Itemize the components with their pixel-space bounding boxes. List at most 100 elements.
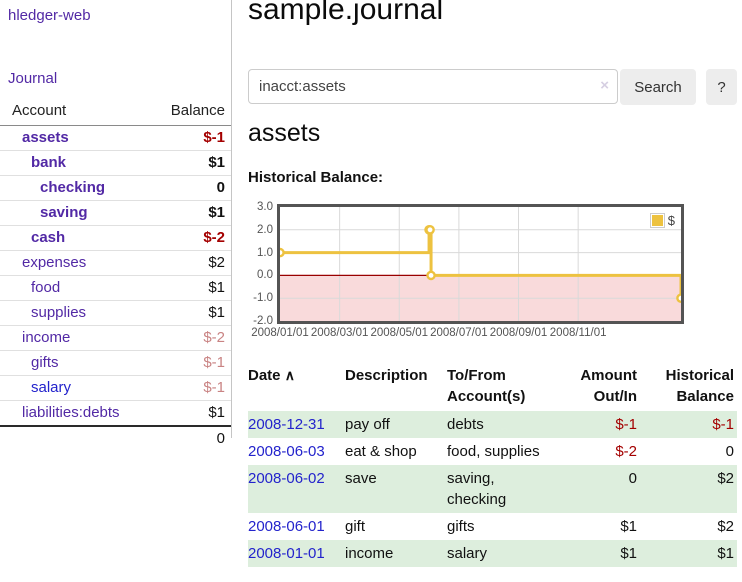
- account-balance: $-2: [153, 325, 231, 351]
- account-row: gifts $-1: [0, 350, 231, 376]
- x-tick-label: 2008/11/01: [549, 327, 607, 339]
- account-link-gifts[interactable]: gifts: [31, 354, 59, 371]
- chart-x-axis: 2008/01/01 2008/03/01 2008/05/01 2008/07/01…: [251, 327, 684, 341]
- nav-journal-link[interactable]: Journal: [8, 70, 58, 87]
- register-description-cell: income: [345, 545, 394, 562]
- transaction-date-link[interactable]: 2008-06-03: [248, 443, 325, 460]
- account-name-cell: liabilities:debts: [0, 400, 154, 427]
- register-description-cell: eat & shop: [345, 443, 417, 460]
- account-link-saving[interactable]: saving: [40, 204, 88, 221]
- legend-swatch-icon: [649, 213, 665, 228]
- register-table: Date ∧ Description To/From Account(s) Am…: [248, 362, 737, 567]
- register-col-date-label: Date: [248, 367, 281, 384]
- account-link-expenses[interactable]: expenses: [22, 254, 87, 271]
- chart-legend: $: [647, 212, 677, 229]
- account-name-cell: gifts: [0, 350, 154, 376]
- transaction-date-link[interactable]: 2008-12-31: [248, 416, 325, 433]
- account-balance: $-1: [153, 350, 231, 376]
- account-name-cell: assets: [0, 125, 154, 151]
- transaction-date-link[interactable]: 2008-01-01: [248, 545, 325, 562]
- account-row: liabilities:debts $1: [0, 400, 231, 427]
- register-col-balance: Historical Balance: [665, 367, 734, 405]
- register-description-cell: pay off: [345, 416, 390, 433]
- account-link-bank[interactable]: bank: [31, 154, 67, 171]
- register-date-cell: 2008-06-03: [248, 438, 345, 465]
- search-input[interactable]: [248, 69, 618, 104]
- app-title-link[interactable]: hledger-web: [8, 7, 91, 24]
- x-tick-label: 2008/07/01: [430, 327, 488, 339]
- account-row: cash $-2: [0, 225, 231, 251]
- account-row: bank $1: [0, 150, 231, 176]
- register-amount-cell: $-2: [615, 443, 637, 460]
- search-button[interactable]: Search: [620, 69, 696, 105]
- account-balance: $1: [153, 150, 231, 176]
- account-balance: $-1: [153, 375, 231, 401]
- y-tick-label: -2.0: [253, 315, 273, 327]
- account-link-checking[interactable]: checking: [40, 179, 106, 196]
- register-accounts-cell: gifts: [447, 518, 475, 535]
- search-form: ×: [248, 69, 618, 104]
- register-row: 2008-12-31 pay off debts $-1 $-1: [248, 411, 737, 438]
- register-accounts-cell: debts: [447, 416, 484, 433]
- register-balance-cell: 0: [725, 443, 734, 460]
- register-header-row: Date ∧ Description To/From Account(s) Am…: [248, 362, 737, 411]
- y-tick-label: -1.0: [253, 292, 273, 305]
- register-amount-cell: $1: [620, 518, 637, 535]
- x-tick-label: 2008/05/01: [370, 327, 429, 339]
- page-title: sample.journal: [248, 0, 444, 26]
- accounts-total-row: 0: [0, 425, 231, 451]
- account-balance: $1: [153, 400, 231, 427]
- register-col-description: Description: [345, 367, 428, 384]
- register-accounts-cell: saving, checking: [447, 470, 507, 508]
- help-button[interactable]: ?: [706, 69, 737, 105]
- accounts-col-balance: Balance: [153, 98, 231, 126]
- account-link-income[interactable]: income: [22, 329, 71, 346]
- accounts-header-row: Account Balance: [0, 98, 231, 126]
- account-row: expenses $2: [0, 250, 231, 276]
- register-date-cell: 2008-01-01: [248, 540, 345, 567]
- account-name-cell: salary: [0, 375, 154, 401]
- account-link-salary[interactable]: salary: [31, 379, 72, 396]
- account-name-cell: supplies: [0, 300, 154, 326]
- account-link-supplies[interactable]: supplies: [31, 304, 87, 321]
- transaction-date-link[interactable]: 2008-06-01: [248, 518, 325, 535]
- account-name-cell: bank: [0, 150, 154, 176]
- account-name-cell: expenses: [0, 250, 154, 276]
- accounts-table: Account Balance assets $-1 bank $1 checking 0…: [0, 98, 231, 451]
- register-balance-cell: $1: [717, 545, 734, 562]
- register-row: 2008-01-01 income salary $1 $1: [248, 540, 737, 567]
- account-balance: $1: [153, 200, 231, 226]
- sort-asc-icon: ∧: [284, 367, 295, 383]
- account-name-cell: food: [0, 275, 154, 301]
- account-balance: 0: [153, 175, 231, 201]
- accounts-col-account: Account: [0, 98, 154, 126]
- x-tick-label: 2008/01/01: [251, 327, 309, 339]
- account-link-liabilities-debts[interactable]: liabilities:debts: [22, 404, 120, 421]
- y-tick-label: 3.0: [257, 201, 273, 213]
- sidebar: hledger-web Journal Account Balance asse…: [0, 0, 232, 451]
- transaction-date-link[interactable]: 2008-06-02: [248, 470, 325, 487]
- account-link-food[interactable]: food: [31, 279, 61, 296]
- account-row: income $-2: [0, 325, 231, 351]
- clear-search-icon[interactable]: ×: [600, 77, 609, 94]
- account-row: salary $-1: [0, 375, 231, 401]
- account-name-cell: saving: [0, 200, 154, 226]
- register-description-cell: save: [345, 470, 377, 487]
- account-name-cell: income: [0, 325, 154, 351]
- register-balance-cell: $2: [717, 518, 734, 535]
- register-col-date-sort[interactable]: Date ∧: [248, 362, 345, 411]
- account-row: supplies $1: [0, 300, 231, 326]
- register-date-cell: 2008-12-31: [248, 411, 345, 438]
- register-col-amount: Amount Out/In: [580, 367, 637, 405]
- account-link-assets[interactable]: assets: [22, 129, 69, 146]
- account-balance: $-2: [153, 225, 231, 251]
- account-name-cell: cash: [0, 225, 154, 251]
- register-date-cell: 2008-06-02: [248, 465, 345, 513]
- account-balance: $-1: [153, 125, 231, 151]
- y-tick-label: 2.0: [257, 223, 273, 236]
- register-date-cell: 2008-06-01: [248, 513, 345, 540]
- account-link-cash[interactable]: cash: [31, 229, 66, 246]
- y-tick-label: 1.0: [257, 246, 273, 259]
- account-row: saving $1: [0, 200, 231, 226]
- register-amount-cell: 0: [628, 470, 637, 487]
